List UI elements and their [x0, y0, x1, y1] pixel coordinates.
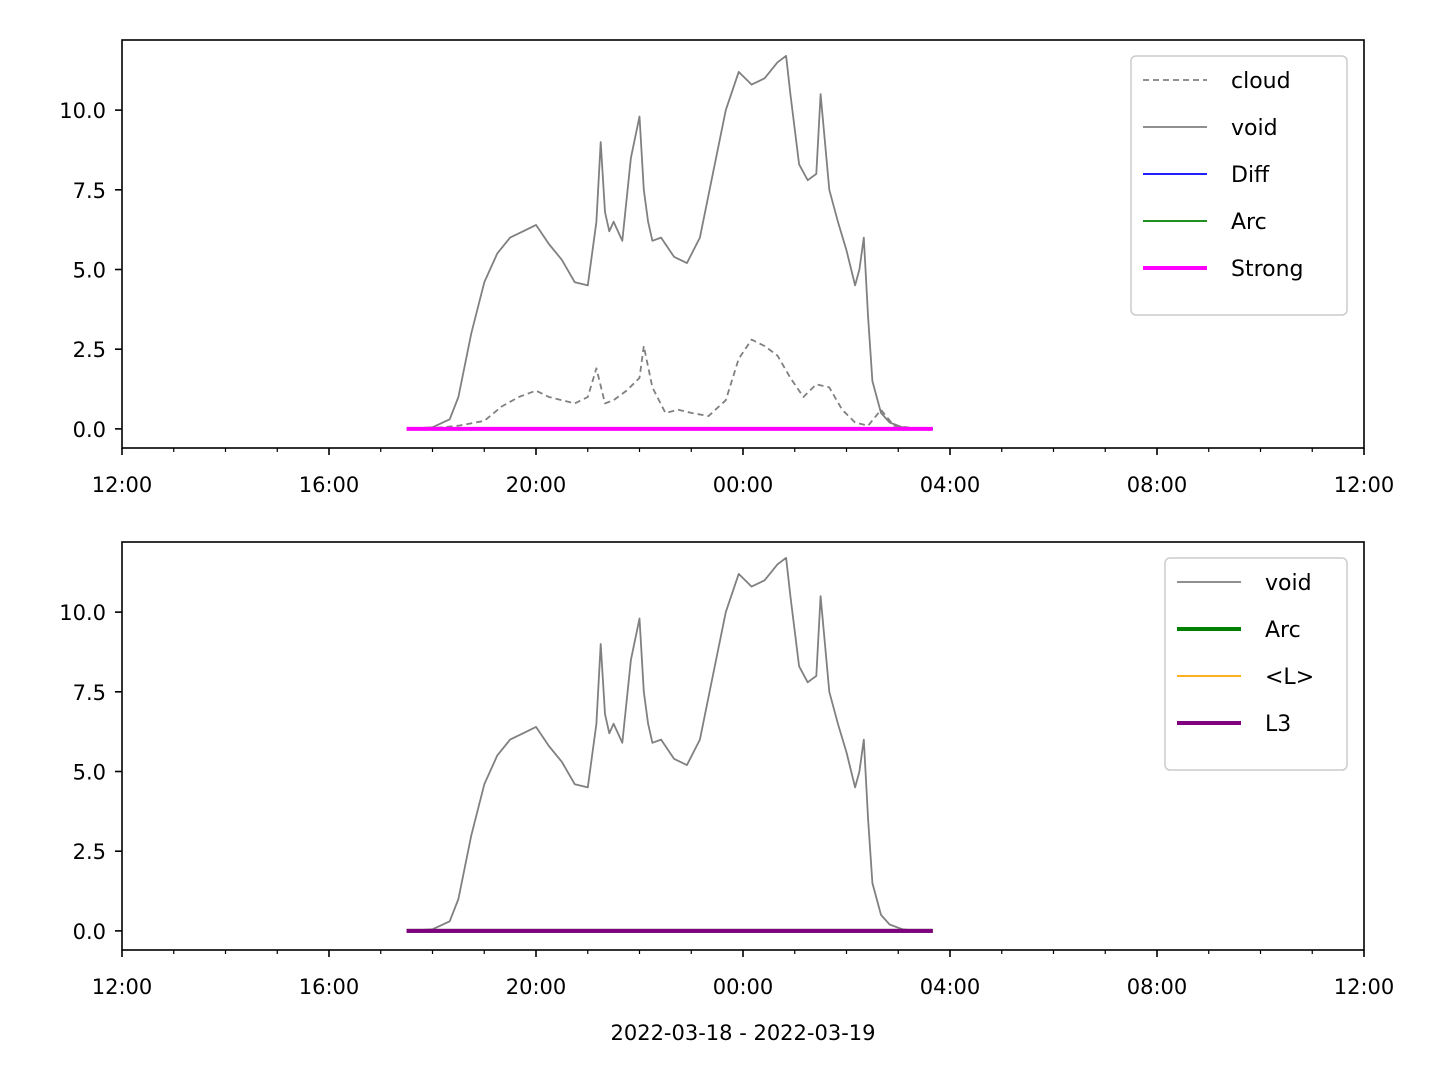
legend-box — [1164, 557, 1348, 771]
y-tick-label: 0.0 — [73, 418, 106, 442]
x-tick-label: 04:00 — [920, 975, 981, 999]
legend: void Arc <L> L3 — [1164, 557, 1348, 771]
legend-label: cloud — [1231, 69, 1291, 94]
chart-panel-2: 0.0 2.5 5.0 7.5 10.0 12:00 16:00 20:00 00:00 04:0… — [59, 541, 1395, 1045]
x-tick-label: 20:00 — [506, 975, 567, 999]
chart-panel-1: 0.0 2.5 5.0 7.5 10.0 12:00 16:00 20:00 00:00 04:0… — [59, 39, 1395, 497]
x-tick-label: 08:00 — [1127, 975, 1188, 999]
x-tick-label: 12:00 — [1334, 975, 1395, 999]
series-line-cloud-0 — [406, 338, 933, 430]
y-tick-label: 10.0 — [59, 99, 106, 123]
legend-label: Arc — [1265, 618, 1301, 643]
legend-label: void — [1231, 116, 1278, 141]
y-tick-label: 5.0 — [73, 259, 106, 283]
legend-label: <L> — [1265, 665, 1314, 690]
x-tick-label: 00:00 — [713, 975, 774, 999]
x-axis-label: 2022-03-18 - 2022-03-19 — [610, 1021, 875, 1045]
x-tick-label: 12:00 — [92, 473, 153, 497]
legend-box — [1130, 55, 1348, 316]
legend: cloud void Diff Arc Strong — [1130, 55, 1348, 316]
series-line-void-0 — [406, 557, 933, 932]
x-tick-label: 08:00 — [1127, 473, 1188, 497]
y-tick-label: 2.5 — [73, 338, 106, 362]
y-tick-label: 0.0 — [73, 920, 106, 944]
x-tick-label: 04:00 — [920, 473, 981, 497]
y-tick-label: 7.5 — [73, 681, 106, 705]
x-tick-label: 20:00 — [506, 473, 567, 497]
x-tick-label: 16:00 — [299, 473, 360, 497]
y-tick-label: 5.0 — [73, 761, 106, 785]
legend-label: void — [1265, 571, 1312, 596]
x-tick-label: 16:00 — [299, 975, 360, 999]
x-tick-label: 00:00 — [713, 473, 774, 497]
x-tick-label: 12:00 — [1334, 473, 1395, 497]
series-line-void-1 — [406, 55, 933, 430]
y-tick-label: 7.5 — [73, 179, 106, 203]
legend-label: Strong — [1231, 257, 1304, 282]
legend-label: Diff — [1231, 163, 1270, 188]
y-tick-label: 2.5 — [73, 840, 106, 864]
x-tick-label: 12:00 — [92, 975, 153, 999]
legend-label: Arc — [1231, 210, 1267, 235]
legend-label: L3 — [1265, 712, 1291, 737]
y-tick-label: 10.0 — [59, 601, 106, 625]
